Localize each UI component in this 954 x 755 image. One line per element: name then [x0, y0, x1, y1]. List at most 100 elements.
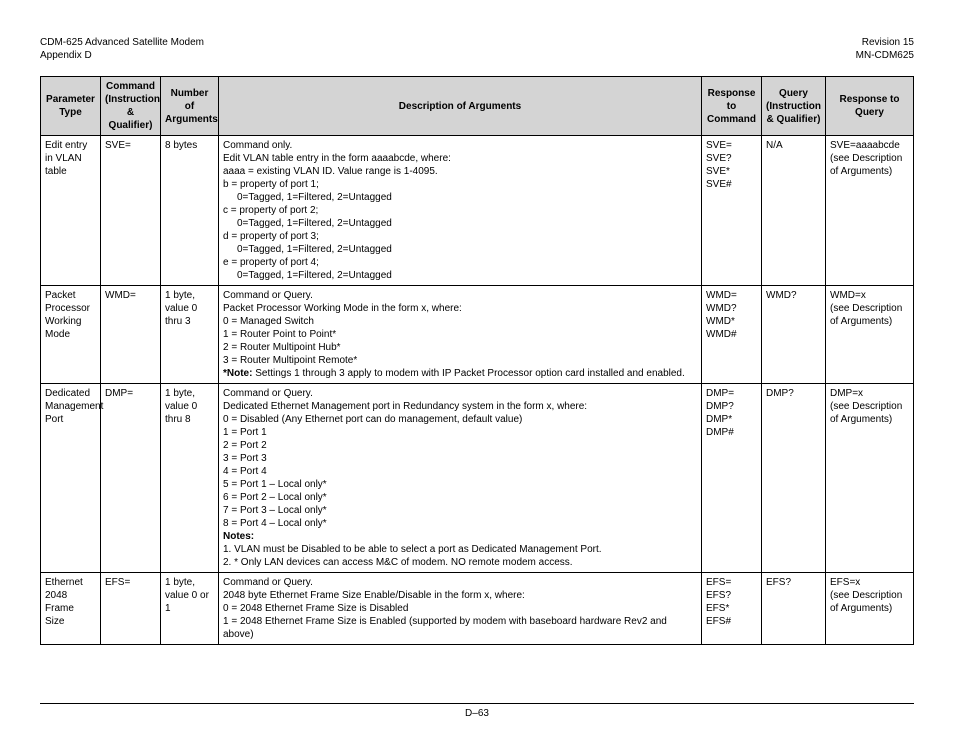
table-row: Packet Processor Working Mode WMD= 1 byt… — [41, 286, 914, 384]
desc-line: 7 = Port 3 – Local only* — [223, 504, 697, 517]
table-row: Edit entry in VLAN table SVE= 8 bytes Co… — [41, 136, 914, 286]
cell-query: EFS? — [762, 573, 826, 645]
table-row: Ethernet 2048 Frame Size EFS= 1 byte, va… — [41, 573, 914, 645]
col-parameter-type: Parameter Type — [41, 77, 101, 136]
page-header: CDM-625 Advanced Satellite Modem Appendi… — [40, 36, 914, 62]
cell-query: DMP? — [762, 384, 826, 573]
desc-line: 1 = Router Point to Point* — [223, 328, 697, 341]
notes-label: Notes: — [223, 531, 254, 542]
resp-line: DMP= — [706, 387, 757, 400]
cell-nargs: 1 byte, value 0 thru 3 — [161, 286, 219, 384]
header-left: CDM-625 Advanced Satellite Modem Appendi… — [40, 36, 204, 62]
desc-line: 0=Tagged, 1=Filtered, 2=Untagged — [223, 191, 697, 204]
desc-line: Command or Query. — [223, 289, 697, 302]
col-description: Description of Arguments — [219, 77, 702, 136]
desc-line: 0 = Managed Switch — [223, 315, 697, 328]
desc-line: 2 = Port 2 — [223, 439, 697, 452]
resp-line: DMP# — [706, 426, 757, 439]
cell-desc: Command or Query. Packet Processor Worki… — [219, 286, 702, 384]
resp-line: EFS# — [706, 615, 757, 628]
resp-q-line: DMP=x — [830, 387, 909, 400]
cell-query: N/A — [762, 136, 826, 286]
col-resp-cmd: Response to Command — [702, 77, 762, 136]
resp-line: WMD# — [706, 328, 757, 341]
cell-resp-cmd: SVE= SVE? SVE* SVE# — [702, 136, 762, 286]
cell-resp-cmd: WMD= WMD? WMD* WMD# — [702, 286, 762, 384]
table-header-row: Parameter Type Command (Instruction & Qu… — [41, 77, 914, 136]
cell-nargs: 1 byte, value 0 or 1 — [161, 573, 219, 645]
resp-line: DMP? — [706, 400, 757, 413]
desc-line: b = property of port 1; — [223, 178, 697, 191]
desc-line: 1 = 2048 Ethernet Frame Size is Enabled … — [223, 615, 697, 641]
desc-line: c = property of port 2; — [223, 204, 697, 217]
resp-q-line: (see Description of Arguments) — [830, 302, 909, 328]
cell-resp-query: EFS=x (see Description of Arguments) — [826, 573, 914, 645]
cell-param: Packet Processor Working Mode — [41, 286, 101, 384]
cell-resp-query: SVE=aaaabcde (see Description of Argumen… — [826, 136, 914, 286]
appendix-label: Appendix D — [40, 50, 92, 61]
resp-line: EFS? — [706, 589, 757, 602]
resp-q-line: EFS=x — [830, 576, 909, 589]
resp-q-line: (see Description of Arguments) — [830, 589, 909, 615]
desc-line: aaaa = existing VLAN ID. Value range is … — [223, 165, 697, 178]
cell-resp-query: WMD=x (see Description of Arguments) — [826, 286, 914, 384]
resp-q-line: (see Description of Arguments) — [830, 400, 909, 426]
cell-desc: Command or Query. 2048 byte Ethernet Fra… — [219, 573, 702, 645]
header-right: Revision 15 MN-CDM625 — [856, 36, 914, 62]
desc-line: Command or Query. — [223, 387, 697, 400]
resp-q-line: (see Description of Arguments) — [830, 152, 909, 178]
note-bold: *Note: — [223, 368, 252, 379]
desc-line: 5 = Port 1 – Local only* — [223, 478, 697, 491]
page-number: D–63 — [465, 708, 489, 719]
resp-line: WMD? — [706, 302, 757, 315]
cell-nargs: 1 byte, value 0 thru 8 — [161, 384, 219, 573]
desc-line: 0=Tagged, 1=Filtered, 2=Untagged — [223, 269, 697, 282]
cell-resp-cmd: EFS= EFS? EFS* EFS# — [702, 573, 762, 645]
desc-line: 0 = Disabled (Any Ethernet port can do m… — [223, 413, 697, 426]
doc-title: CDM-625 Advanced Satellite Modem — [40, 37, 204, 48]
desc-line: 2048 byte Ethernet Frame Size Enable/Dis… — [223, 589, 697, 602]
desc-line: 0=Tagged, 1=Filtered, 2=Untagged — [223, 217, 697, 230]
desc-line: 3 = Port 3 — [223, 452, 697, 465]
cell-param: Edit entry in VLAN table — [41, 136, 101, 286]
col-query: Query (Instruction & Qualifier) — [762, 77, 826, 136]
desc-line: e = property of port 4; — [223, 256, 697, 269]
cell-cmd: SVE= — [101, 136, 161, 286]
page-footer: D–63 — [40, 703, 914, 719]
resp-line: SVE* — [706, 165, 757, 178]
resp-line: EFS* — [706, 602, 757, 615]
note-text: Settings 1 through 3 apply to modem with… — [252, 368, 684, 379]
resp-q-line: SVE=aaaabcde — [830, 139, 909, 152]
resp-line: EFS= — [706, 576, 757, 589]
desc-line: 8 = Port 4 – Local only* — [223, 517, 697, 530]
table-row: Dedicated Management Port DMP= 1 byte, v… — [41, 384, 914, 573]
desc-note: *Note: Settings 1 through 3 apply to mod… — [223, 367, 697, 380]
cell-cmd: WMD= — [101, 286, 161, 384]
resp-line: SVE? — [706, 152, 757, 165]
desc-line: 0 = 2048 Ethernet Frame Size is Disabled — [223, 602, 697, 615]
desc-line: 4 = Port 4 — [223, 465, 697, 478]
cell-resp-cmd: DMP= DMP? DMP* DMP# — [702, 384, 762, 573]
note-line: 1. VLAN must be Disabled to be able to s… — [223, 543, 697, 556]
parameter-table: Parameter Type Command (Instruction & Qu… — [40, 76, 914, 645]
cell-desc: Command only. Edit VLAN table entry in t… — [219, 136, 702, 286]
desc-line: 1 = Port 1 — [223, 426, 697, 439]
desc-line: Command only. — [223, 139, 697, 152]
revision-label: Revision 15 — [862, 37, 914, 48]
col-num-args: Number of Arguments — [161, 77, 219, 136]
col-command: Command (Instruction & Qualifier) — [101, 77, 161, 136]
col-resp-query: Response to Query — [826, 77, 914, 136]
doc-code: MN-CDM625 — [856, 50, 914, 61]
desc-line: Edit VLAN table entry in the form aaaabc… — [223, 152, 697, 165]
resp-line: WMD* — [706, 315, 757, 328]
cell-nargs: 8 bytes — [161, 136, 219, 286]
desc-line: Dedicated Ethernet Management port in Re… — [223, 400, 697, 413]
cell-param: Ethernet 2048 Frame Size — [41, 573, 101, 645]
desc-line: 3 = Router Multipoint Remote* — [223, 354, 697, 367]
desc-line: 2 = Router Multipoint Hub* — [223, 341, 697, 354]
cell-query: WMD? — [762, 286, 826, 384]
resp-line: SVE= — [706, 139, 757, 152]
desc-line: Command or Query. — [223, 576, 697, 589]
resp-line: SVE# — [706, 178, 757, 191]
resp-line: DMP* — [706, 413, 757, 426]
